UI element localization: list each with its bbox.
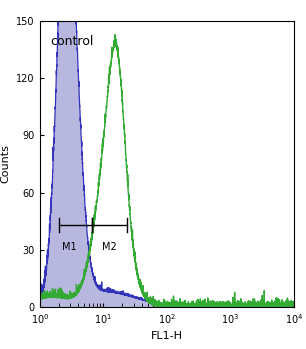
Text: M1: M1 [62,242,76,252]
Y-axis label: Counts: Counts [1,144,11,184]
Text: control: control [50,35,93,48]
Text: M2: M2 [102,242,117,252]
X-axis label: FL1-H: FL1-H [151,331,183,341]
